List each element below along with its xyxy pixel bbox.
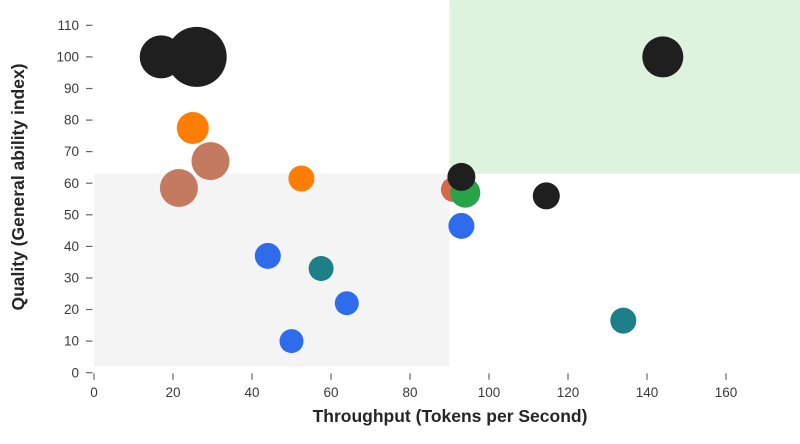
y-tick-label: 110 bbox=[57, 18, 79, 33]
data-point-black[interactable] bbox=[642, 36, 684, 78]
y-tick-label: 30 bbox=[64, 271, 79, 286]
data-point-blue[interactable] bbox=[254, 242, 281, 269]
data-point-sienna[interactable] bbox=[159, 169, 198, 207]
x-tick-label: 100 bbox=[478, 385, 501, 400]
y-tick-label: 70 bbox=[64, 144, 79, 159]
highlight-regions bbox=[94, 0, 800, 367]
x-tick-label: 60 bbox=[323, 385, 338, 400]
data-point-black[interactable] bbox=[166, 26, 227, 87]
y-tick-label: 80 bbox=[64, 113, 79, 128]
data-point-orange[interactable] bbox=[176, 112, 209, 144]
y-tick-label: 20 bbox=[64, 302, 79, 317]
y-tick-label: 40 bbox=[64, 239, 79, 254]
y-tick-label: 100 bbox=[56, 50, 79, 65]
x-tick-label: 80 bbox=[402, 385, 417, 400]
axes: 0 10 20 30 40 50 60 70 80 90 100 110 0 20 40 60 80 100 120… bbox=[56, 18, 737, 400]
data-point-black[interactable] bbox=[532, 182, 560, 210]
y-tick-label: 50 bbox=[64, 207, 79, 222]
lower-left-region bbox=[94, 173, 450, 367]
x-tick-label: 120 bbox=[557, 385, 580, 400]
data-point-black[interactable] bbox=[447, 162, 476, 191]
data-point-blue[interactable] bbox=[448, 212, 475, 239]
y-tick-label: 10 bbox=[64, 334, 79, 349]
data-point-sienna[interactable] bbox=[191, 142, 230, 181]
x-tick-label: 0 bbox=[90, 385, 98, 400]
x-tick-label: 160 bbox=[715, 385, 738, 400]
data-points bbox=[139, 26, 684, 354]
y-tick-label: 0 bbox=[71, 365, 79, 380]
data-point-blue[interactable] bbox=[279, 329, 304, 354]
x-tick-label: 40 bbox=[244, 385, 259, 400]
y-tick-label: 60 bbox=[64, 176, 79, 191]
x-tick-label: 20 bbox=[165, 385, 180, 400]
y-tick-label: 90 bbox=[64, 81, 79, 96]
data-point-teal[interactable] bbox=[610, 307, 637, 334]
x-tick-label: 140 bbox=[636, 385, 659, 400]
x-axis-title: Throughput (Tokens per Second) bbox=[313, 406, 588, 426]
upper-right-region bbox=[449, 0, 800, 174]
data-point-teal[interactable] bbox=[308, 256, 334, 281]
data-point-orange[interactable] bbox=[288, 165, 315, 192]
y-axis-title: Quality (General ability index) bbox=[8, 63, 28, 310]
data-point-blue[interactable] bbox=[334, 291, 359, 316]
